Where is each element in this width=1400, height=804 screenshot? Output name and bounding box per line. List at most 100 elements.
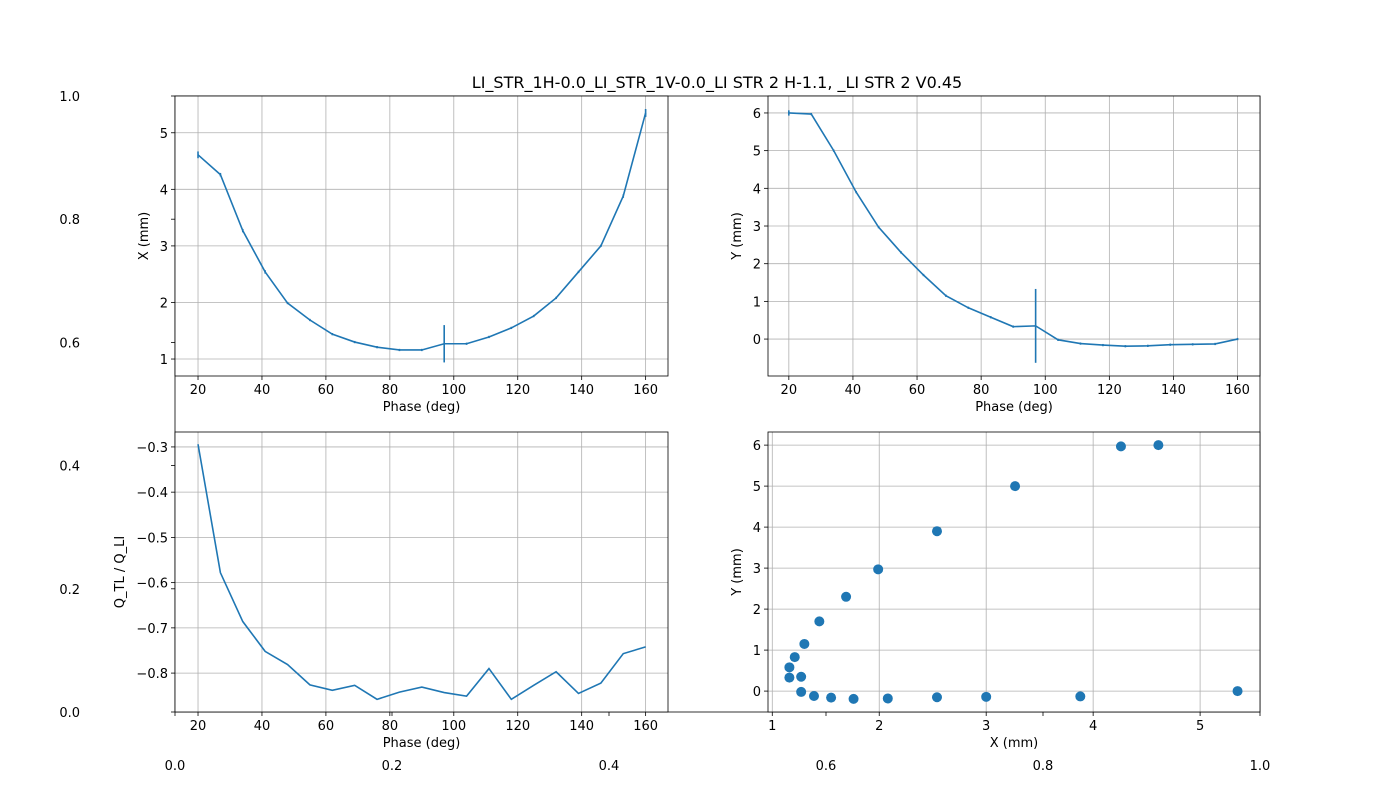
- axes-background: [768, 432, 1260, 712]
- x-tick-label: 1.0: [1250, 759, 1271, 774]
- y-tick-label: 1: [160, 353, 168, 368]
- y-tick-label: 4: [753, 521, 761, 536]
- axes-background: [768, 96, 1260, 376]
- y-tick-label: 5: [753, 145, 761, 160]
- scatter-point: [1010, 481, 1020, 491]
- x-tick-label: 40: [254, 719, 271, 734]
- scatter-point: [883, 693, 893, 703]
- y-tick-label: 3: [753, 220, 761, 235]
- y-tick-label: 1: [753, 295, 761, 310]
- x-tick-label: 100: [1033, 383, 1058, 398]
- y-tick-label: 0.0: [59, 706, 80, 721]
- scatter-point: [784, 662, 794, 672]
- scatter-point: [932, 526, 942, 536]
- y-tick-label: 1.0: [59, 90, 80, 105]
- y-tick-label: −0.6: [136, 577, 168, 592]
- y-tick-label: −0.8: [136, 667, 168, 682]
- y-tick-label: −0.3: [136, 441, 168, 456]
- x-axis-label: Phase (deg): [975, 400, 1053, 415]
- x-tick-label: 0.8: [1033, 759, 1054, 774]
- x-tick-label: 20: [190, 383, 207, 398]
- axes-y-vs-x: 1 2 3 4 5 0 1 2 3 4 5 6 X (mm) Y (mm): [730, 432, 1260, 751]
- y-tick-label: −0.7: [136, 622, 168, 637]
- y-tick-label: 1: [753, 644, 761, 659]
- x-tick-label: 0.6: [816, 759, 837, 774]
- scatter-point: [1075, 691, 1085, 701]
- x-tick-label: 100: [441, 383, 466, 398]
- scatter-point: [841, 592, 851, 602]
- scatter-point: [814, 616, 824, 626]
- y-tick-label: 3: [160, 240, 168, 255]
- y-tick-label: 0.4: [59, 460, 80, 475]
- y-tick-label: 3: [753, 562, 761, 577]
- figure-title: LI_STR_1H-0.0_LI_STR_1V-0.0_LI STR 2 H-1…: [472, 73, 962, 93]
- y-axis-label: Y (mm): [730, 212, 745, 261]
- x-tick-label: 120: [505, 719, 530, 734]
- scatter-point: [981, 692, 991, 702]
- y-tick-label: 0.8: [59, 213, 80, 228]
- x-tick-label: 3: [982, 719, 990, 734]
- x-tick-label: 1: [768, 719, 776, 734]
- x-tick-label: 160: [1225, 383, 1250, 398]
- axes-background: [175, 432, 668, 712]
- x-tick-label: 0.2: [382, 759, 403, 774]
- y-tick-label: 2: [753, 603, 761, 618]
- x-tick-label: 60: [909, 383, 926, 398]
- y-tick-label: 2: [753, 258, 761, 273]
- x-tick-label: 20: [781, 383, 798, 398]
- x-tick-label: 160: [633, 383, 658, 398]
- x-tick-label: 60: [318, 383, 335, 398]
- x-tick-label: 5: [1196, 719, 1204, 734]
- scatter-point: [784, 673, 794, 683]
- x-tick-label: 80: [973, 383, 990, 398]
- y-tick-label: 5: [160, 127, 168, 142]
- x-tick-label: 80: [382, 383, 399, 398]
- x-tick-label: 160: [633, 719, 658, 734]
- x-tick-label: 2: [875, 719, 883, 734]
- y-axis-label: X (mm): [137, 212, 152, 261]
- y-tick-label: 4: [753, 182, 761, 197]
- x-tick-label: 0.0: [165, 759, 186, 774]
- x-tick-label: 140: [1161, 383, 1186, 398]
- x-tick-label: 100: [441, 719, 466, 734]
- scatter-point: [826, 693, 836, 703]
- scatter-point: [873, 564, 883, 574]
- axes-x-vs-phase: 20 40 60 80 100 120 140 160 1 2 3 4 5 Phase (deg) X (m…: [137, 96, 668, 415]
- axes-background: [175, 96, 668, 376]
- y-axis-label: Q_TL / Q_LI: [113, 536, 128, 608]
- scatter-point: [790, 652, 800, 662]
- scatter-point: [799, 639, 809, 649]
- y-tick-label: 0: [753, 333, 761, 348]
- x-tick-label: 120: [1097, 383, 1122, 398]
- x-tick-label: 40: [254, 383, 271, 398]
- y-tick-label: 2: [160, 296, 168, 311]
- scatter-point: [932, 692, 942, 702]
- y-tick-label: 4: [160, 183, 168, 198]
- x-tick-label: 60: [318, 719, 335, 734]
- scatter-point: [1233, 686, 1243, 696]
- x-tick-label: 20: [190, 719, 207, 734]
- scatter-point: [796, 672, 806, 682]
- x-tick-label: 40: [845, 383, 862, 398]
- x-axis-label: Phase (deg): [383, 400, 461, 415]
- y-tick-label: 0.6: [59, 336, 80, 351]
- y-tick-label: 5: [753, 480, 761, 495]
- scatter-point: [796, 687, 806, 697]
- y-tick-label: −0.4: [136, 486, 168, 501]
- x-axis-label: X (mm): [990, 736, 1039, 751]
- y-axis-label: Y (mm): [730, 548, 745, 597]
- x-axis-label: Phase (deg): [383, 736, 461, 751]
- scatter-point: [809, 691, 819, 701]
- axes-y-vs-phase: 20 40 60 80 100 120 140 160 0 1 2 3 4 5 6 Phase (deg) Y …: [730, 96, 1260, 415]
- x-tick-label: 120: [505, 383, 530, 398]
- x-tick-label: 140: [569, 383, 594, 398]
- y-tick-label: 0: [753, 685, 761, 700]
- y-tick-label: 0.2: [59, 583, 80, 598]
- y-tick-label: −0.5: [136, 531, 168, 546]
- y-tick-label: 6: [753, 107, 761, 122]
- x-tick-label: 4: [1089, 719, 1097, 734]
- scatter-point: [849, 694, 859, 704]
- y-tick-label: 6: [753, 439, 761, 454]
